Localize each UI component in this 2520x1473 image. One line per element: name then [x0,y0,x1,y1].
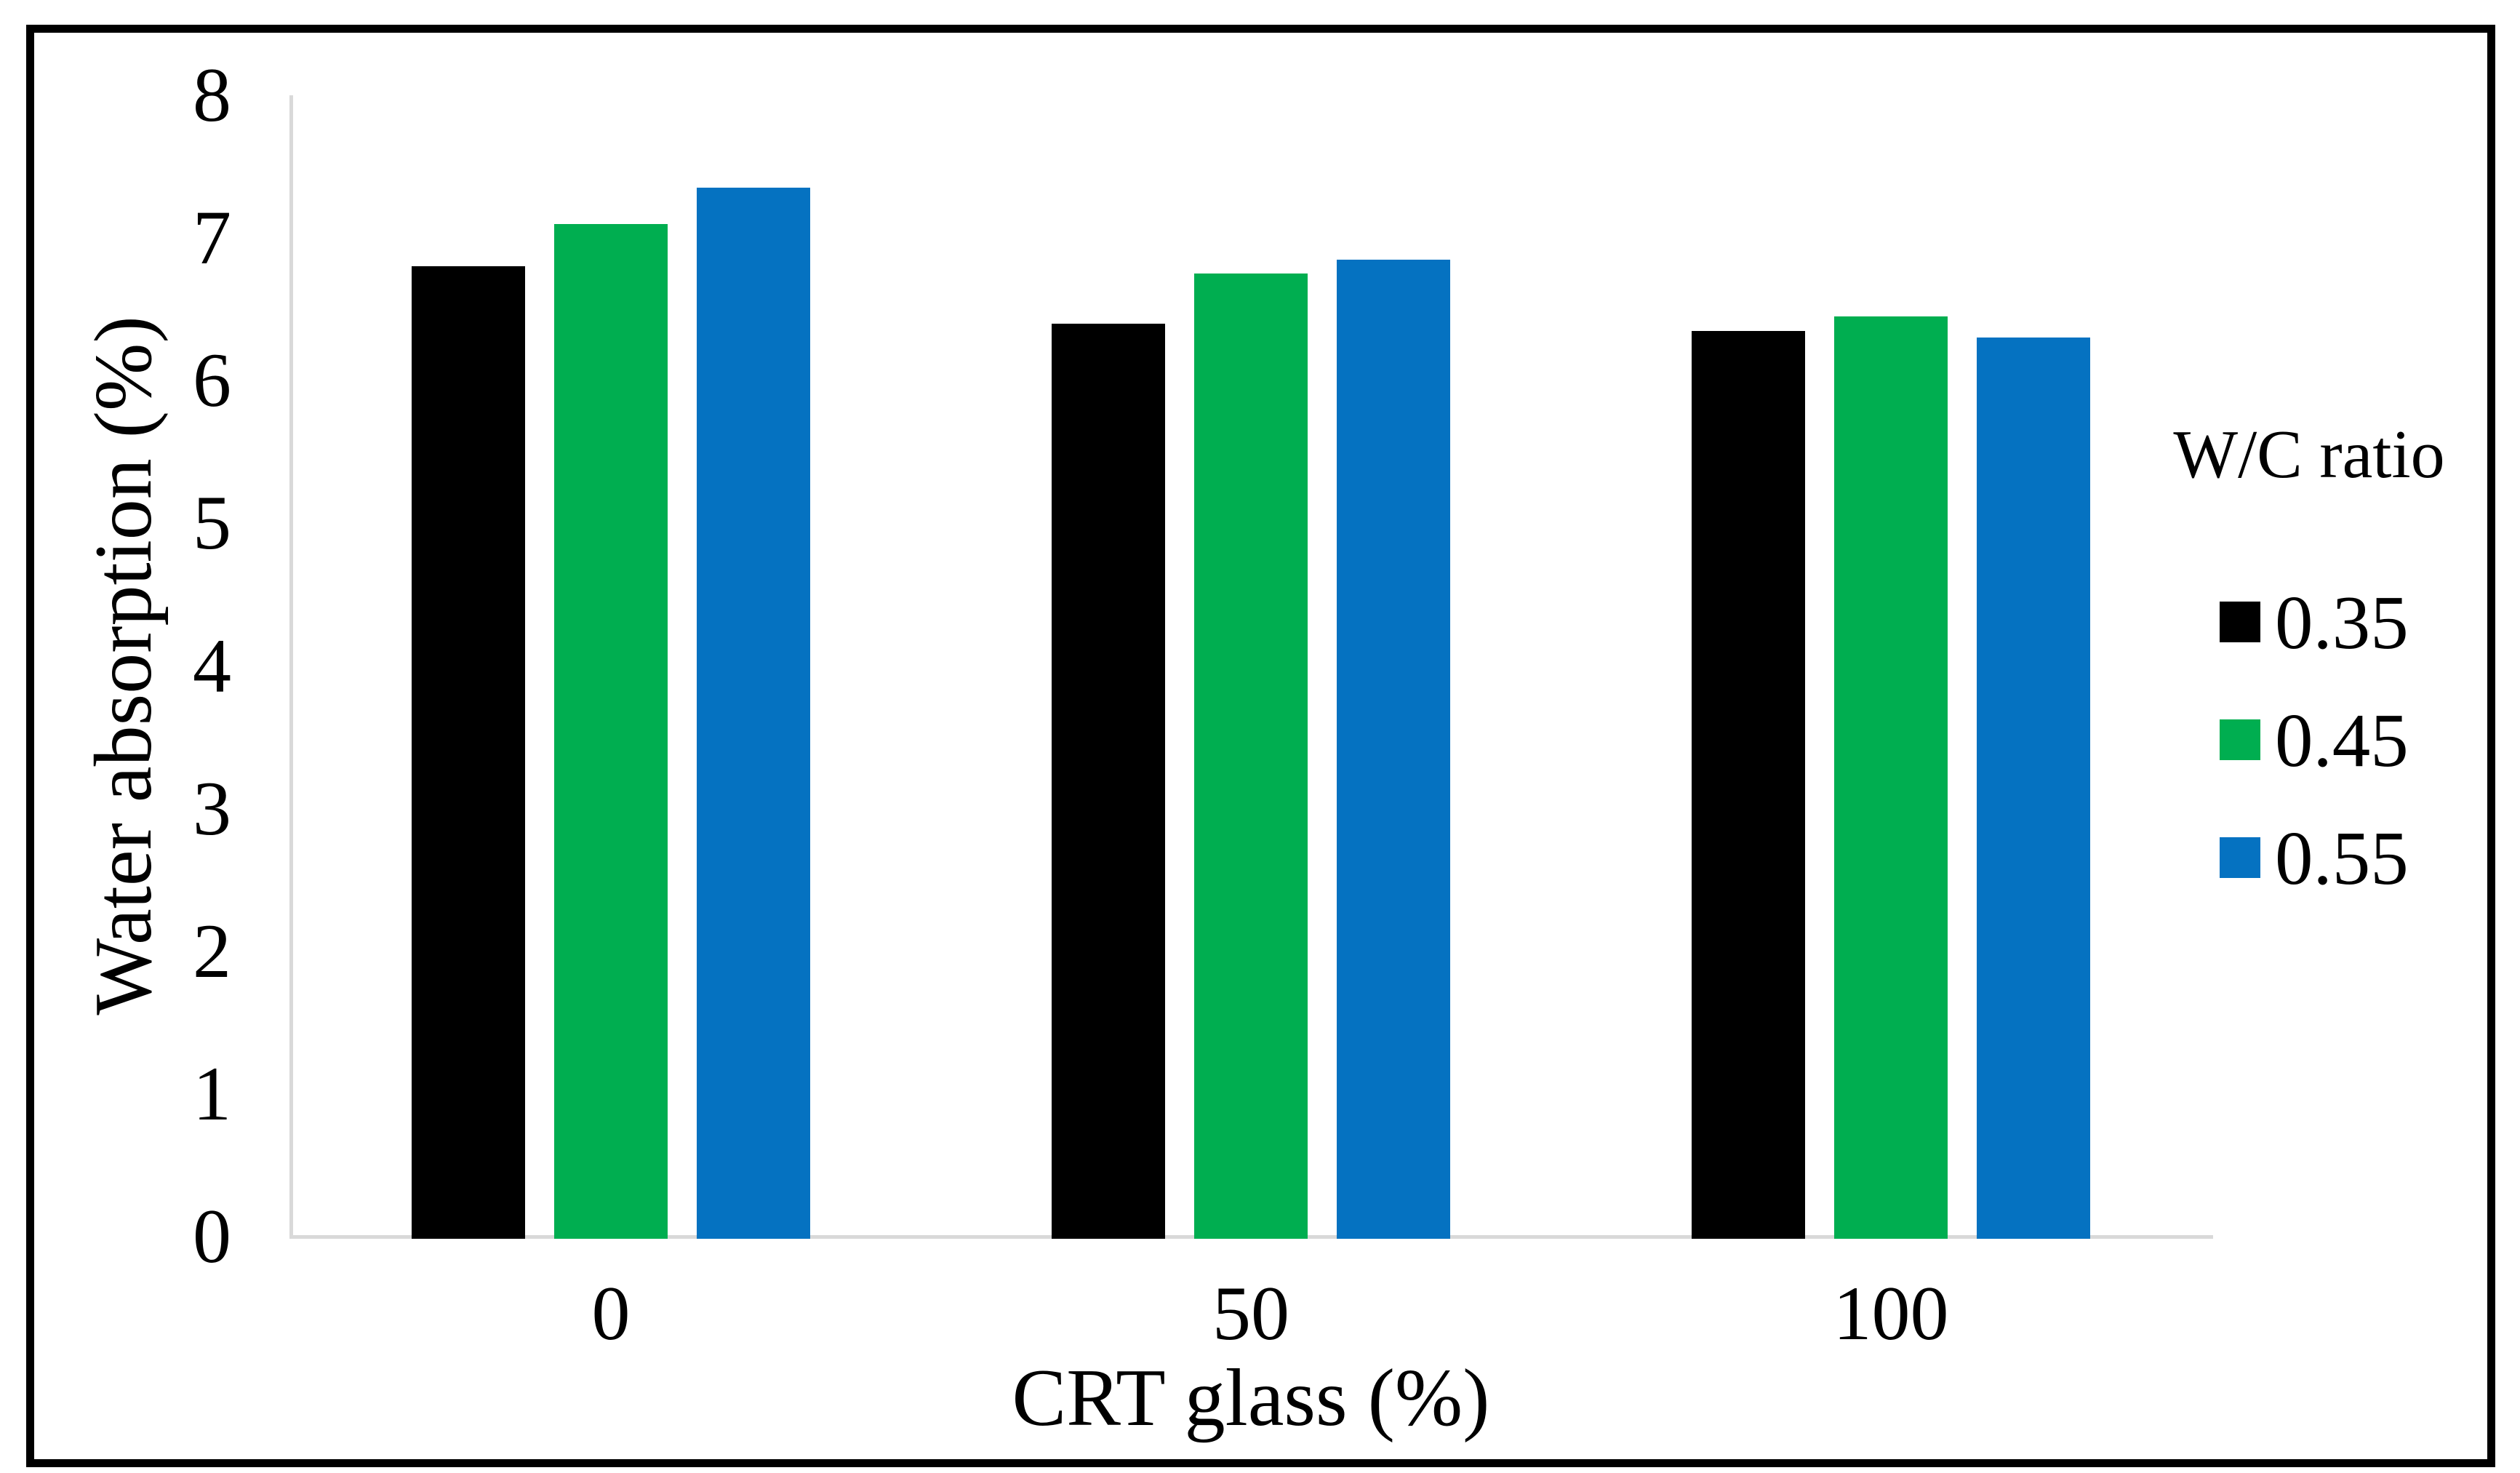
legend-title: W/C ratio [2173,417,2445,492]
legend-swatch-icon-0.55 [2220,837,2260,878]
y-tick-label-5: 5 [193,480,231,566]
y-tick-label-8: 8 [193,52,231,137]
legend-items: 0.35 0.45 0.55 [2220,583,2409,937]
legend-item-0.35: 0.35 [2220,583,2409,660]
x-tick-label-0: 0 [591,1271,631,1356]
y-axis-line [289,95,293,1239]
bar-wc-0.55-crt-100 [1977,338,2090,1239]
bar-wc-0.55-crt-0 [697,188,810,1239]
legend-item-0.55: 0.55 [2220,819,2409,896]
legend-label-0.45: 0.45 [2275,697,2409,783]
y-tick-label-6: 6 [193,338,231,423]
legend-label-0.55: 0.55 [2275,815,2409,901]
bar-wc-0.55-crt-50 [1337,259,1450,1239]
legend-swatch-icon-0.45 [2220,719,2260,760]
y-tick-label-3: 3 [193,765,231,851]
bar-wc-0.45-crt-100 [1834,316,1948,1239]
bar-wc-0.35-crt-50 [1052,323,1165,1239]
bar-wc-0.45-crt-50 [1194,274,1308,1239]
legend-item-0.45: 0.45 [2220,701,2409,778]
y-tick-label-4: 4 [193,623,231,708]
bar-wc-0.35-crt-0 [412,266,525,1239]
y-tick-label-1: 1 [193,1050,231,1136]
x-axis-title: CRT glass (%) [1012,1353,1490,1443]
bar-wc-0.35-crt-100 [1692,330,1805,1239]
x-tick-label-50: 50 [1212,1271,1289,1356]
y-tick-label-0: 0 [193,1194,231,1279]
x-tick-label-100: 100 [1833,1271,1949,1356]
legend-swatch-icon-0.35 [2220,602,2260,642]
legend: W/C ratio 0.35 0.45 0.55 [2171,417,2476,896]
y-tick-label-2: 2 [193,908,231,994]
legend-label-0.35: 0.35 [2275,579,2409,665]
bar-wc-0.45-crt-0 [554,223,668,1239]
y-tick-label-7: 7 [193,195,231,281]
